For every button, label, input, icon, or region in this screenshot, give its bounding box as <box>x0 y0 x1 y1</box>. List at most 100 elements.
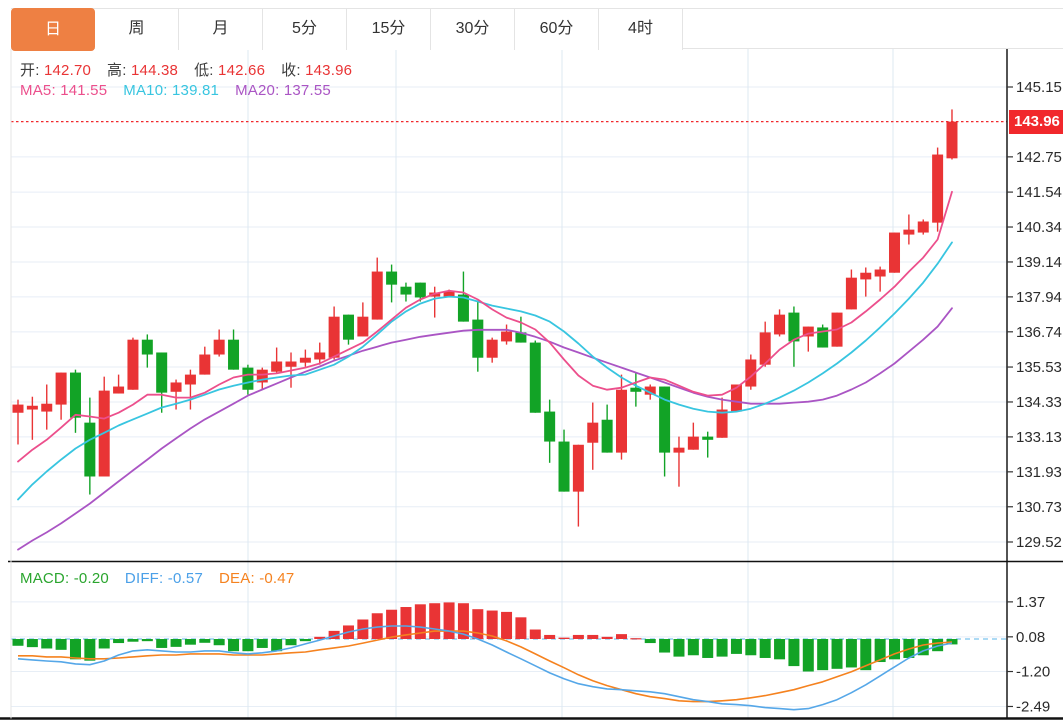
candle-body <box>917 221 929 233</box>
macd-bar <box>659 639 671 653</box>
candle-body <box>256 369 268 383</box>
tab-60min[interactable]: 60分 <box>515 9 599 50</box>
candle <box>41 384 53 430</box>
candle-body <box>199 354 211 375</box>
tab-day[interactable]: 日 <box>11 8 95 51</box>
macd-bar <box>242 639 254 652</box>
macd-bar <box>860 639 872 671</box>
macd-bar <box>644 639 656 644</box>
candle <box>314 342 326 365</box>
macd-bar <box>874 639 886 663</box>
macd-bar <box>414 604 426 639</box>
ma10-value: 139.81 <box>172 82 220 99</box>
macd-bar <box>687 639 699 656</box>
ma20-legend: MA20: 137.55 <box>235 82 331 99</box>
candle-body <box>342 314 354 340</box>
candle-body <box>328 316 340 358</box>
candle <box>328 306 340 360</box>
macd-bar <box>113 639 125 644</box>
macd-bar <box>802 639 814 672</box>
axis-label: 136.74 <box>1016 324 1062 341</box>
candle <box>12 399 24 445</box>
candle <box>601 404 613 453</box>
axis-label: 134.33 <box>1016 394 1062 411</box>
candle <box>113 374 125 394</box>
dea-line <box>18 630 953 703</box>
macd-bar <box>730 639 742 654</box>
tab-15min[interactable]: 15分 <box>347 9 431 50</box>
ohlc-info-row: 开: 142.70 高: 144.38 低: 142.66 收: 143.96 <box>20 59 368 80</box>
candle-body <box>529 342 541 413</box>
candle-body <box>400 286 412 295</box>
macd-bar <box>314 636 326 639</box>
candle-body <box>443 291 455 297</box>
tab-30min[interactable]: 30分 <box>431 9 515 50</box>
candle-body <box>141 339 153 355</box>
macd-bar <box>831 639 843 669</box>
candle-body <box>903 229 915 235</box>
macd-bar <box>932 639 944 652</box>
candle <box>271 347 283 373</box>
axis-label: 139.14 <box>1016 254 1062 271</box>
candle <box>156 352 168 413</box>
candle-body <box>41 403 53 412</box>
macd-bar <box>788 639 800 667</box>
candle <box>84 397 96 495</box>
ma20-value: 137.55 <box>283 82 331 99</box>
ma10-label: MA10: <box>123 82 168 99</box>
candle-body <box>486 339 498 358</box>
macd-bar <box>457 603 469 639</box>
candle-body <box>386 271 398 285</box>
tab-4hour[interactable]: 4时 <box>599 9 683 50</box>
candle <box>256 367 268 390</box>
axis-label: 137.94 <box>1016 289 1062 306</box>
ohlc-open: 开: 142.70 <box>20 62 91 79</box>
diff-line <box>17 625 953 711</box>
diff-value: -0.57 <box>167 570 203 587</box>
candle <box>55 372 67 420</box>
macd-bar <box>759 639 771 658</box>
macd-bar <box>429 603 441 639</box>
macd-bar <box>529 629 541 639</box>
candle-body <box>69 372 81 418</box>
candle <box>673 436 685 487</box>
open-label: 开: <box>20 62 40 79</box>
candle-body <box>271 361 283 372</box>
candle-body <box>615 389 627 453</box>
candle-body <box>759 332 771 365</box>
tab-week[interactable]: 周 <box>95 9 179 50</box>
axis-labels: 145.15 142.75 141.54 140.34 139.14 137.94 136.… <box>1007 79 1062 715</box>
candle-body <box>26 405 38 410</box>
candle-body <box>802 326 814 337</box>
candle-body <box>213 339 225 355</box>
macd-bar <box>271 639 283 652</box>
high-value: 144.38 <box>131 62 179 79</box>
ma5-value: 141.55 <box>60 82 108 99</box>
macd-bar <box>199 639 211 643</box>
candle-body <box>357 316 369 337</box>
candle <box>889 232 901 273</box>
candle-body <box>730 384 742 412</box>
candle <box>414 282 426 302</box>
candle <box>702 431 714 458</box>
macd-bar <box>774 639 786 660</box>
candle <box>687 422 699 450</box>
macd-legend: MACD: -0.20 <box>20 570 109 587</box>
candle-body <box>515 332 527 343</box>
diff-legend: DIFF: -0.57 <box>125 570 203 587</box>
tab-month[interactable]: 月 <box>179 9 263 50</box>
axis-label: 130.73 <box>1016 499 1062 516</box>
macd-bar <box>702 639 714 658</box>
axis-label: 131.93 <box>1016 464 1062 481</box>
macd-bar <box>299 639 311 642</box>
candle <box>69 369 81 433</box>
candle-body <box>702 436 714 440</box>
candle <box>558 429 570 492</box>
axis-label: 1.37 <box>1016 594 1045 611</box>
tab-5min[interactable]: 5分 <box>263 9 347 50</box>
ohlc-low: 低: 142.66 <box>194 62 265 79</box>
macd-bar <box>55 639 67 650</box>
macd-bar <box>12 639 24 646</box>
